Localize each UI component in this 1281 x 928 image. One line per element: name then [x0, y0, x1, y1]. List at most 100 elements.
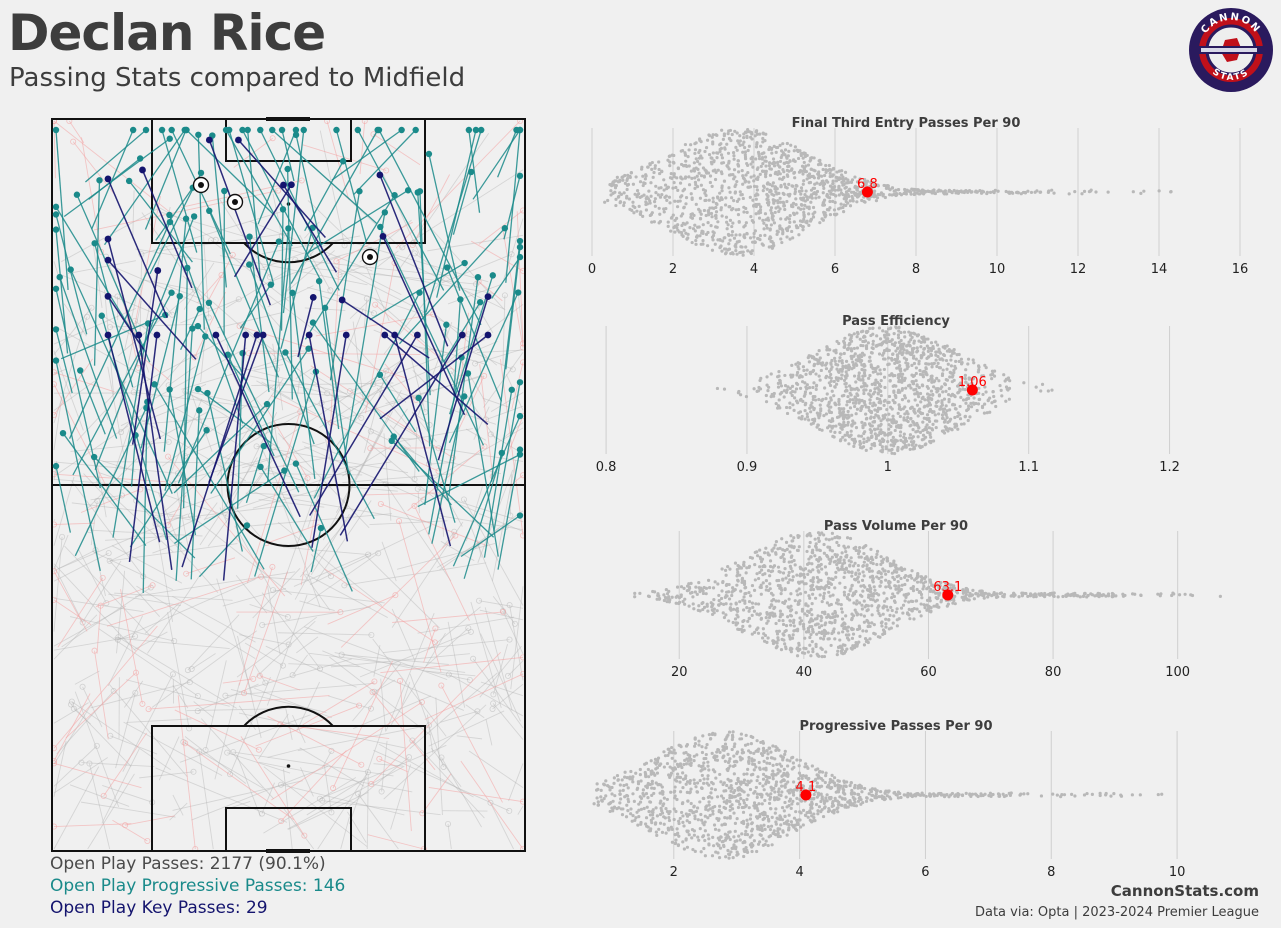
- swarm-point: [936, 399, 940, 403]
- swarm-point: [699, 242, 703, 246]
- completed-pass: [335, 411, 394, 513]
- pass-origin: [184, 667, 191, 674]
- swarm-point: [834, 575, 838, 579]
- progressive-pass: [453, 299, 462, 396]
- swarm-point: [728, 137, 732, 141]
- swarm-point: [824, 170, 828, 174]
- swarm-point: [773, 543, 777, 547]
- swarm-point: [742, 140, 746, 144]
- swarm-point: [632, 211, 636, 215]
- pass-origin: [83, 313, 90, 320]
- swarm-point: [653, 197, 657, 201]
- progressive-pass: [452, 171, 472, 235]
- incomplete-pass: [440, 685, 503, 803]
- swarm-point: [761, 189, 765, 193]
- swarm-point: [829, 372, 833, 377]
- swarm-point: [926, 396, 930, 400]
- pass-origin: [364, 769, 371, 776]
- completed-pass: [427, 224, 505, 310]
- swarm-point: [673, 218, 677, 223]
- swarm-point: [784, 645, 788, 649]
- swarm-point: [957, 390, 961, 394]
- swarm-point: [752, 235, 756, 239]
- swarm-point: [830, 358, 834, 363]
- completed-pass: [190, 515, 292, 595]
- swarm-point: [1067, 192, 1071, 196]
- swarm-point: [822, 586, 827, 591]
- swarm-point: [799, 192, 803, 196]
- progressive-pass: [208, 302, 300, 493]
- swarm-point: [841, 643, 845, 647]
- swarm-point: [746, 148, 750, 153]
- swarm-point: [851, 360, 855, 364]
- swarm-point: [701, 591, 706, 596]
- swarm-point: [716, 168, 720, 172]
- completed-pass: [98, 472, 228, 517]
- swarm-point: [927, 409, 931, 414]
- swarm-point: [921, 373, 925, 377]
- swarm-point: [868, 359, 872, 363]
- swarm-point: [892, 614, 896, 618]
- swarm-point: [1073, 189, 1077, 194]
- swarm-point: [908, 344, 912, 348]
- pass-origin: [382, 480, 389, 487]
- swarm-point: [1169, 189, 1173, 194]
- incomplete-pass: [502, 230, 524, 348]
- completed-pass: [502, 295, 506, 365]
- swarm-point: [792, 408, 796, 412]
- cannonstats-logo: CANNON STATS: [1189, 8, 1273, 92]
- swarm-point: [817, 349, 821, 353]
- completed-pass: [305, 573, 388, 618]
- swarm-point: [808, 391, 813, 395]
- progressive-pass-end: [476, 299, 484, 306]
- completed-pass: [150, 202, 216, 241]
- swarm-point: [676, 223, 680, 227]
- swarm-point: [707, 198, 711, 202]
- swarm-point: [899, 576, 903, 581]
- completed-pass: [480, 633, 521, 722]
- swarm-point: [692, 213, 696, 218]
- completed-pass: [484, 607, 513, 711]
- progressive-pass-end: [390, 433, 397, 440]
- swarm-point: [755, 554, 760, 558]
- swarm-point: [910, 576, 914, 580]
- key-pass-end: [305, 331, 313, 339]
- swarm-point: [905, 367, 909, 371]
- pass-origin: [414, 485, 421, 492]
- swarm-point: [692, 607, 696, 611]
- swarm-point: [715, 386, 720, 391]
- swarm-point: [912, 354, 916, 358]
- progressive-pass-end: [190, 213, 198, 220]
- swarm-point: [1171, 591, 1175, 595]
- swarm-point: [829, 367, 833, 371]
- swarm-tick-label: 16: [1232, 262, 1249, 277]
- progressive-pass: [142, 401, 148, 593]
- swarm-point: [872, 420, 876, 424]
- completed-pass: [370, 431, 426, 459]
- swarm-point: [669, 229, 673, 233]
- swarm-point: [882, 351, 886, 355]
- swarm-point: [1008, 379, 1012, 383]
- swarm-point: [717, 593, 721, 598]
- progressive-pass-end: [267, 281, 275, 288]
- swarm-point: [725, 220, 729, 224]
- completed-pass: [409, 672, 498, 750]
- swarm-point: [753, 229, 757, 233]
- swarm-point: [614, 179, 618, 183]
- pass-origin: [114, 636, 121, 643]
- swarm-point: [793, 191, 797, 196]
- swarm-point: [733, 191, 737, 195]
- completed-pass: [385, 483, 452, 582]
- completed-pass: [391, 608, 416, 662]
- swarm-point: [936, 386, 940, 391]
- swarm-point: [982, 411, 987, 415]
- swarm-point: [962, 422, 966, 426]
- swarm-point: [783, 148, 788, 152]
- swarm-point: [824, 397, 828, 401]
- swarm-point: [820, 428, 824, 432]
- progressive-pass: [271, 129, 378, 224]
- progressive-pass: [468, 129, 481, 213]
- pass-origin: [368, 631, 375, 638]
- swarm-point: [712, 231, 716, 235]
- swarm-point: [955, 352, 959, 357]
